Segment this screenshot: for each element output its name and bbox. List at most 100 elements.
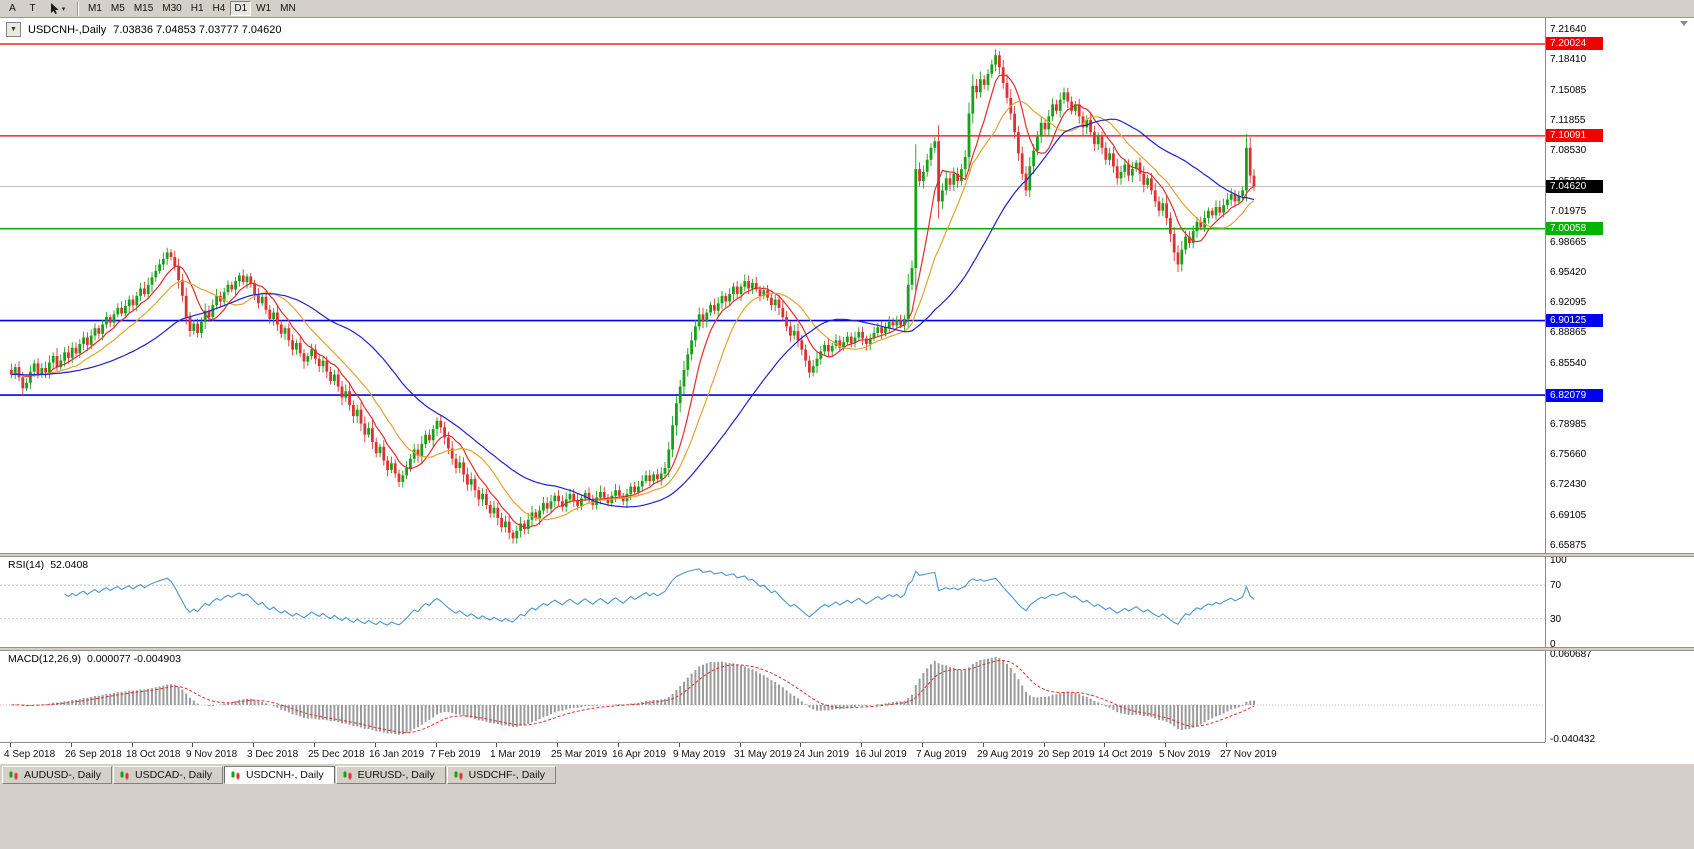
chart-tab-label: USDCAD-, Daily	[135, 769, 213, 781]
chart-tabs-bar: AUDUSD-, Daily USDCAD-, Daily USDCNH-, Dai…	[0, 763, 1694, 785]
time-tick	[800, 743, 801, 747]
time-tick	[983, 743, 984, 747]
chart-window[interactable]: ▼ USDCNH-,Daily 7.03836 7.04853 7.03777 …	[0, 18, 1694, 763]
tool-button-t[interactable]: T	[23, 1, 42, 16]
time-tick	[557, 743, 558, 747]
rsi-line	[64, 568, 1255, 626]
chart-tab-usdcnh[interactable]: USDCNH-, Daily	[224, 766, 335, 784]
timeframe-button-m1[interactable]: M1	[84, 1, 106, 16]
time-axis-label: 25 Mar 2019	[551, 749, 608, 760]
chart-tab-usdcad[interactable]: USDCAD-, Daily	[113, 766, 224, 784]
time-axis-label: 9 May 2019	[673, 749, 726, 760]
timeframe-button-m30[interactable]: M30	[158, 1, 186, 16]
chart-tab-label: USDCHF-, Daily	[468, 769, 546, 781]
moving-average-16-line	[11, 100, 1255, 521]
time-tick	[679, 743, 680, 747]
timeframe-button-mn[interactable]: MN	[276, 1, 300, 16]
scale-divider	[1545, 18, 1546, 742]
chart-symbol-period: USDCNH-,Daily	[28, 23, 107, 36]
timeframe-button-h1[interactable]: H1	[186, 1, 208, 16]
current-price-badge: 7.04620	[1546, 179, 1603, 193]
time-axis[interactable]: 4 Sep 2018 26 Sep 2018 18 Oct 2018 9 Nov 20…	[0, 742, 1545, 763]
price-level-badge: 6.90125	[1546, 314, 1603, 328]
rsi-name: RSI(14)	[8, 559, 45, 571]
chart-tab-eurusd[interactable]: EURUSD-, Daily	[335, 766, 446, 784]
pointer-icon	[50, 3, 59, 14]
price-tick-label: 6.78985	[1550, 418, 1587, 430]
time-axis-label: 20 Sep 2019	[1038, 749, 1095, 760]
dropdown-caret-icon: ▾	[61, 5, 66, 13]
price-tick-label: 6.75660	[1550, 449, 1587, 461]
time-tick	[1104, 743, 1105, 747]
rsi-panel-plot[interactable]	[0, 557, 1545, 647]
price-tick-label: 6.95420	[1550, 266, 1587, 278]
time-axis-label: 3 Dec 2018	[247, 749, 299, 760]
time-tick	[132, 743, 133, 747]
timeframe-button-w1[interactable]: W1	[252, 1, 276, 16]
time-tick	[861, 743, 862, 747]
chart-ohlc-values: 7.03836 7.04853 7.03777 7.04620	[113, 23, 282, 36]
price-tick-label: 6.85540	[1550, 358, 1587, 370]
time-tick	[71, 743, 72, 747]
rsi-axis-label: 100	[1550, 555, 1567, 566]
toolbar-separator	[77, 1, 79, 16]
time-axis-label: 14 Oct 2019	[1098, 749, 1153, 760]
time-axis-label: 27 Nov 2019	[1220, 749, 1277, 760]
time-tick	[253, 743, 254, 747]
timeframe-button-h4[interactable]: H4	[208, 1, 230, 16]
macd-signal-line	[11, 660, 1255, 734]
price-tick-label: 7.11855	[1550, 114, 1586, 126]
window-splitter[interactable]	[0, 647, 1694, 651]
time-axis-label: 16 Jan 2019	[369, 749, 425, 760]
price-tick-label: 6.69105	[1550, 510, 1587, 522]
time-axis-label: 18 Oct 2018	[126, 749, 181, 760]
main-chart-plot[interactable]	[0, 18, 1545, 553]
time-axis-label: 24 Jun 2019	[794, 749, 850, 760]
price-tick-label: 6.92095	[1550, 297, 1587, 309]
time-axis-label: 29 Aug 2019	[977, 749, 1034, 760]
macd-axis-label: 0.060687	[1550, 649, 1592, 660]
top-toolbar: A T ▾ M1 M5 M15 M30 H1 H4 D1 W1 MN	[0, 0, 1694, 18]
time-tick	[922, 743, 923, 747]
time-axis-label: 1 Mar 2019	[490, 749, 541, 760]
time-tick	[618, 743, 619, 747]
rsi-indicator-label: RSI(14) 52.0408	[8, 559, 88, 571]
price-level-badge: 6.82079	[1546, 388, 1603, 402]
chart-tab-icon	[343, 770, 352, 780]
time-tick	[1044, 743, 1045, 747]
time-axis-label: 26 Sep 2018	[65, 749, 122, 760]
price-tick-label: 7.15085	[1550, 84, 1587, 96]
chart-tab-label: AUDUSD-, Daily	[24, 769, 102, 781]
time-axis-label: 31 May 2019	[734, 749, 792, 760]
macd-indicator-label: MACD(12,26,9) 0.000077 -0.004903	[8, 653, 181, 665]
time-tick	[1165, 743, 1166, 747]
time-axis-label: 7 Feb 2019	[430, 749, 481, 760]
macd-panel-plot[interactable]	[0, 651, 1545, 742]
macd-axis-label: -0.040432	[1550, 734, 1596, 745]
chart-tab-icon	[454, 770, 463, 780]
timeframe-button-m15[interactable]: M15	[129, 1, 158, 16]
time-tick	[1226, 743, 1227, 747]
time-tick	[10, 743, 11, 747]
time-axis-label: 5 Nov 2019	[1159, 749, 1211, 760]
chart-tab-audusd[interactable]: AUDUSD-, Daily	[2, 766, 113, 784]
moving-average-40-line	[11, 118, 1255, 508]
cursor-tool-button[interactable]: ▾	[43, 1, 71, 16]
time-axis-label: 7 Aug 2019	[916, 749, 967, 760]
macd-histogram	[14, 657, 1255, 735]
window-splitter[interactable]	[0, 553, 1694, 557]
rsi-value: 52.0408	[50, 559, 89, 571]
time-axis-label: 9 Nov 2018	[186, 749, 238, 760]
timeframe-button-m5[interactable]: M5	[106, 1, 129, 16]
price-tick-label: 6.65875	[1550, 539, 1587, 551]
tool-button-a[interactable]: A	[3, 1, 22, 16]
price-tick-label: 7.18410	[1550, 53, 1587, 65]
price-level-badge: 7.00058	[1546, 222, 1603, 236]
rsi-axis-label: 30	[1550, 613, 1562, 625]
price-tick-label: 7.01975	[1550, 205, 1587, 217]
chart-tab-icon	[231, 770, 240, 780]
timeframe-button-d1[interactable]: D1	[230, 1, 252, 16]
price-scale[interactable]: 7.216407.184107.150857.118557.085307.052…	[1546, 18, 1694, 763]
chart-tab-usdchf[interactable]: USDCHF-, Daily	[446, 766, 557, 784]
one-click-trading-collapse-button[interactable]: ▼	[6, 22, 21, 37]
